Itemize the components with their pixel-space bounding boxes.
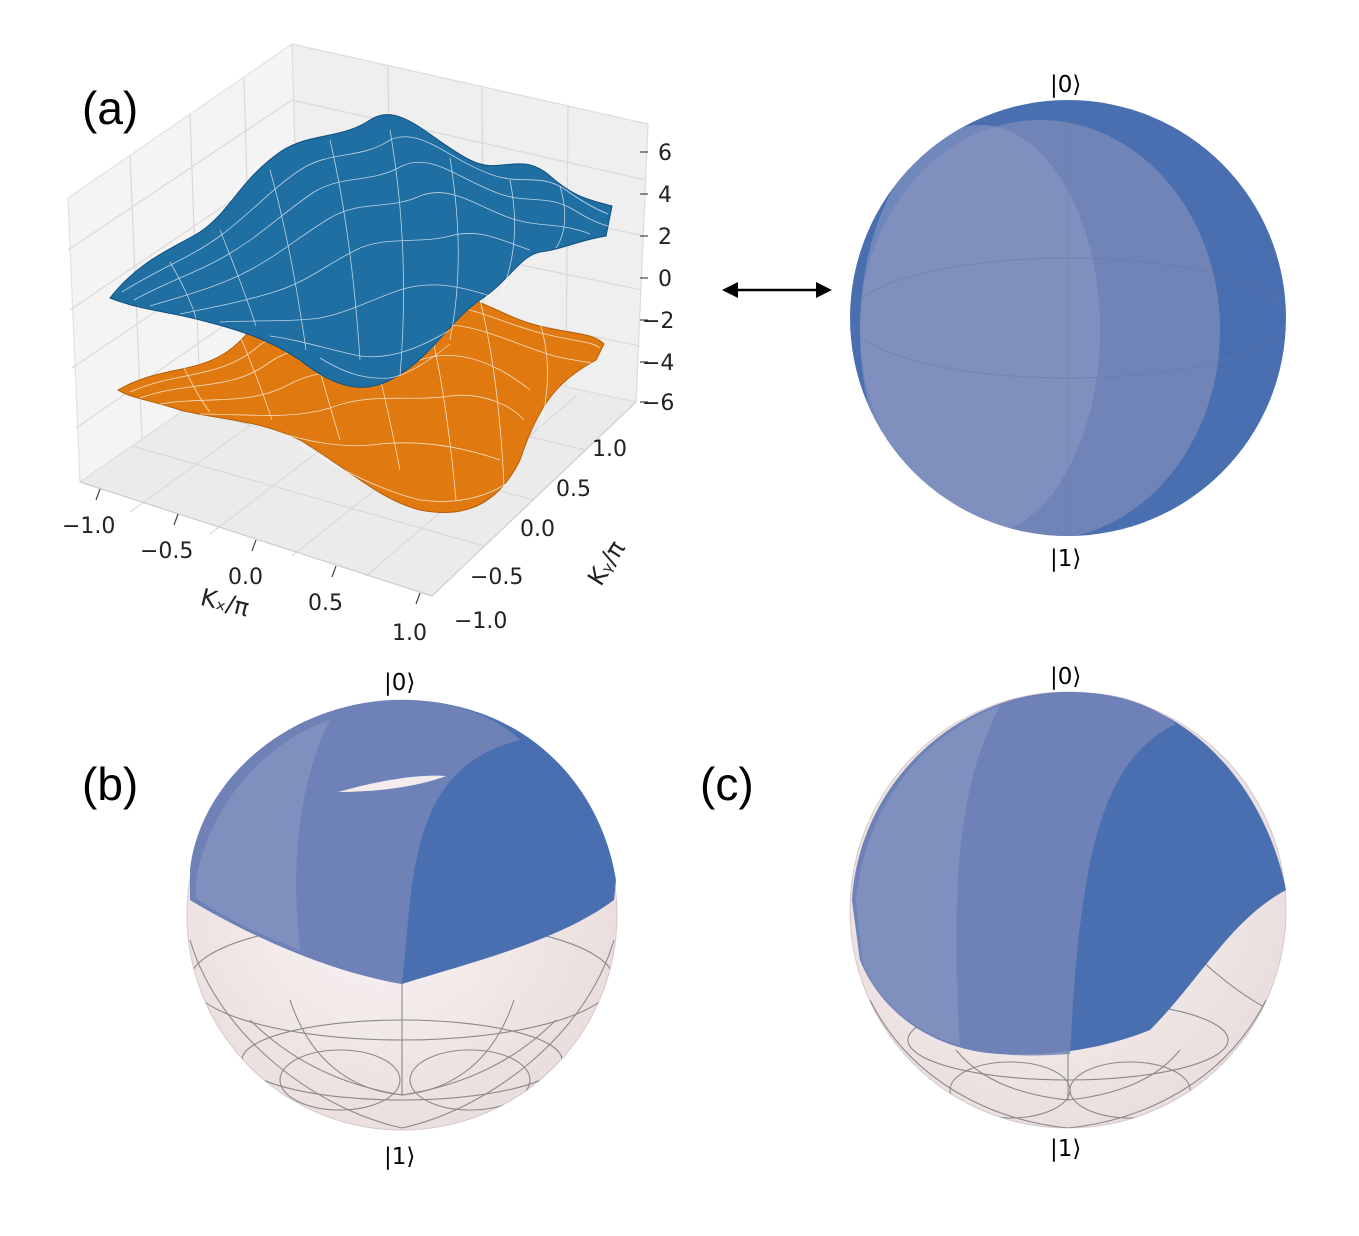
x-tick: 0.0 — [228, 565, 263, 590]
z-tick: −6 — [642, 391, 674, 416]
ket-one-label: |1⟩ — [1050, 546, 1081, 572]
y-tick: 0.5 — [556, 477, 591, 502]
bloch-sphere-b: |0⟩ |1⟩ — [186, 670, 618, 1170]
z-tick: 6 — [658, 141, 672, 166]
x-tick: 1.0 — [392, 621, 427, 646]
bloch-sphere-c: |0⟩ |1⟩ — [849, 664, 1287, 1162]
ket-one-label: |1⟩ — [384, 1144, 415, 1170]
z-tick: 2 — [658, 225, 672, 250]
upper-energy-band — [109, 114, 613, 388]
panel-b: (b) |0⟩ |1⟩ — [82, 670, 618, 1170]
ket-zero-label: |0⟩ — [1050, 664, 1081, 690]
y-tick: −1.0 — [454, 609, 507, 634]
panel-a-label: (a) — [82, 82, 138, 134]
ket-zero-label: |0⟩ — [1050, 72, 1081, 98]
z-tick: 0 — [658, 267, 672, 292]
axes-3d-front-edges — [79, 401, 637, 597]
y-tick: −0.5 — [470, 565, 523, 590]
ket-zero-label: |0⟩ — [384, 670, 415, 696]
x-tick: −1.0 — [62, 514, 115, 539]
z-tick: 4 — [658, 183, 672, 208]
panel-c-label: (c) — [700, 758, 754, 810]
z-axis: 6 4 2 0 −2 −4 −6 — [640, 141, 674, 416]
x-axis: −1.0 −0.5 0.0 0.5 1.0 Kₓ/π — [62, 488, 427, 646]
panel-a: (a) — [62, 43, 1286, 646]
y-axis-label: Kᵧ/π — [582, 536, 631, 591]
y-tick: 0.0 — [520, 517, 555, 542]
bloch-sphere-a: |0⟩ |1⟩ — [850, 72, 1286, 572]
double-arrow-icon — [722, 282, 832, 298]
z-tick: −2 — [642, 309, 674, 334]
x-tick: −0.5 — [140, 539, 193, 564]
y-tick: 1.0 — [592, 437, 627, 462]
panel-b-label: (b) — [82, 758, 138, 810]
z-tick: −4 — [642, 351, 674, 376]
panel-c: (c) |0⟩ |1⟩ — [700, 664, 1287, 1162]
x-tick: 0.5 — [308, 591, 343, 616]
ket-one-label: |1⟩ — [1050, 1136, 1081, 1162]
